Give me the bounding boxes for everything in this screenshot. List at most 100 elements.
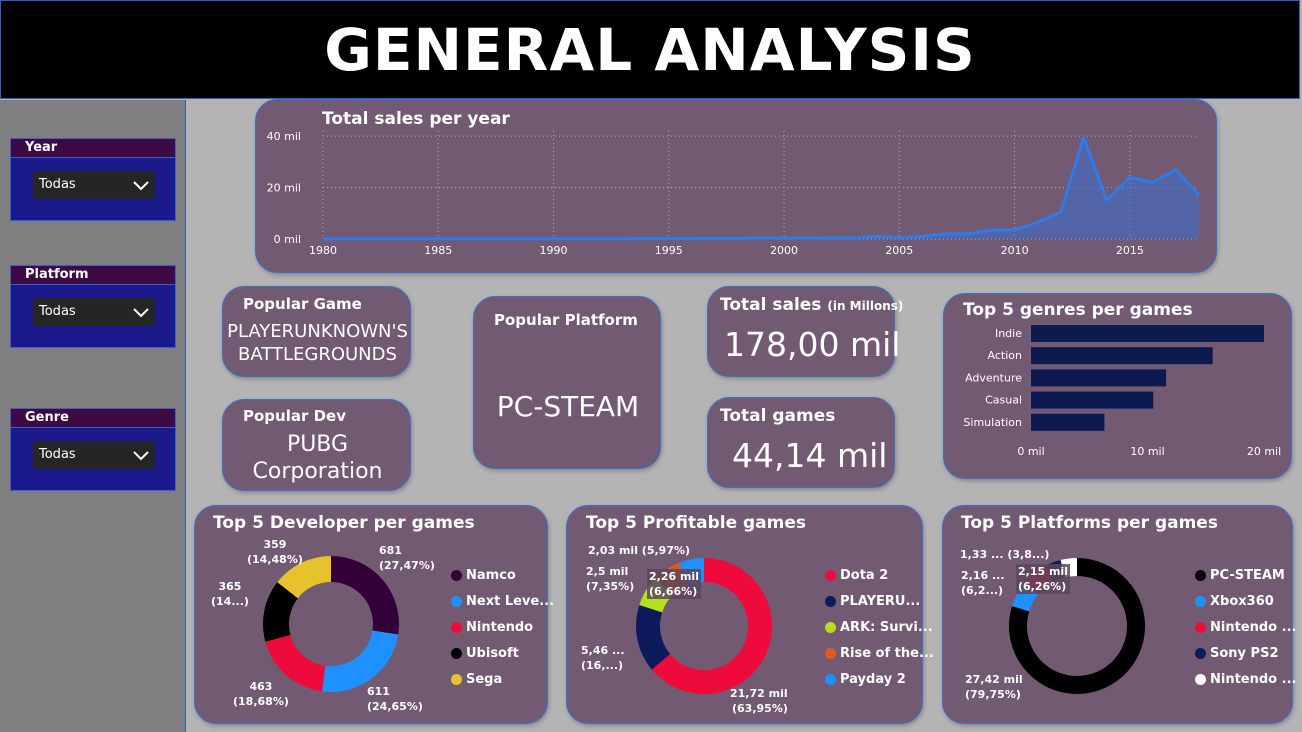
chevron-down-icon	[133, 298, 149, 326]
prof-label-pubg: 5,46 ... (16,...)	[581, 644, 625, 672]
plat-label-ps2: 1,33 ... (3,8...)	[960, 548, 1050, 561]
popular-dev-value-line2: Corporation	[252, 459, 383, 484]
donut-slice	[321, 630, 399, 692]
plat-label-nintendo: 2,15 mil (6,26%)	[1016, 564, 1070, 594]
legend-item[interactable]: Namco	[451, 562, 554, 588]
legend-item[interactable]: Payday 2	[825, 666, 934, 692]
donut-slice	[265, 634, 326, 692]
page-header: GENERAL ANALYSIS	[0, 0, 1300, 99]
donut-slice	[636, 604, 671, 670]
total-sales-card: Total sales (in Millons) 178,00 mil	[707, 286, 903, 377]
legend-item[interactable]: Nintendo ...	[1195, 666, 1296, 692]
genre-bar	[1031, 347, 1213, 365]
genre-slicer-label: Genre	[11, 409, 175, 428]
platform-slicer: Platform Todas	[10, 265, 176, 348]
y-tick-label: 0 mil	[274, 233, 301, 246]
x-tick-label: 0 mil	[1017, 445, 1044, 458]
popular-dev-card: Popular Dev PUBG Corporation	[222, 399, 411, 491]
legend-item[interactable]: Rise of the...	[825, 640, 934, 666]
top-profitable-card: Top 5 Profitable games 21,72 mil (63,95%)…	[566, 505, 934, 724]
legend-item[interactable]: Xbox360	[1195, 588, 1296, 614]
top-developer-card: Top 5 Developer per games 681 (27,47%) 61…	[194, 505, 554, 724]
legend-item[interactable]: Ubisoft	[451, 640, 554, 666]
genre-category-label: Casual	[985, 394, 1022, 407]
plat-label-xbox: 2,16 ... (6,2...)	[961, 569, 1005, 597]
platform-dropdown[interactable]: Todas	[33, 298, 155, 326]
total-games-value: 44,14 mil	[732, 436, 888, 475]
genre-bar	[1031, 325, 1264, 342]
top-genres-chart: Indie Action Adventure Casual Simulation 0 mi…	[963, 325, 1281, 458]
plat-label-steam: 27,42 mil (79,75%)	[965, 673, 1023, 701]
genre-bar	[1031, 391, 1154, 409]
dev-label-nextlevel: 611 (24,65%)	[367, 685, 423, 713]
donut-slice	[651, 558, 772, 694]
chevron-down-icon	[133, 171, 149, 199]
genre-dropdown-value: Todas	[39, 447, 76, 462]
dev-label-sega: 359 (14,48%)	[247, 538, 303, 566]
genre-dropdown[interactable]: Todas	[33, 441, 155, 469]
total-sales-label: Total sales	[720, 295, 822, 315]
popular-game-value: PLAYERUNKNOWN'S BATTLEGROUNDS	[223, 320, 412, 366]
year-dropdown[interactable]: Todas	[33, 171, 155, 199]
x-tick-label: 2005	[885, 244, 913, 257]
genre-bar	[1031, 413, 1105, 431]
top-genres-title: Top 5 genres per games	[963, 300, 1193, 320]
top-developer-legend: Namco Next Leve... Nintendo Ubisoft Sega	[451, 562, 554, 692]
genre-category-label: Simulation	[963, 416, 1022, 429]
top-platforms-legend: PC-STEAM Xbox360 Nintendo ... Sony PS2 N…	[1195, 562, 1296, 692]
genre-bar	[1031, 369, 1167, 387]
legend-item[interactable]: Sony PS2	[1195, 640, 1296, 666]
top-developer-title: Top 5 Developer per games	[213, 513, 475, 533]
legend-item[interactable]: PC-STEAM	[1195, 562, 1296, 588]
platform-slicer-label: Platform	[11, 266, 175, 285]
donut-slice	[263, 582, 298, 642]
legend-item[interactable]: Nintendo	[451, 614, 554, 640]
chevron-down-icon	[133, 441, 149, 469]
popular-game-value-line2: BATTLEGROUNDS	[238, 344, 397, 365]
prof-label-rise: 2,26 mil (6,66%)	[647, 569, 701, 599]
legend-item[interactable]: PLAYERU...	[825, 588, 934, 614]
genre-category-label: Action	[988, 349, 1022, 362]
legend-item[interactable]: ARK: Survi...	[825, 614, 934, 640]
donut-slice	[277, 556, 331, 599]
popular-platform-label: Popular Platform	[494, 311, 638, 329]
legend-item[interactable]: Sega	[451, 666, 554, 692]
top-platforms-card: Top 5 Platforms per games 27,42 mil (79,7…	[942, 505, 1296, 724]
popular-platform-card: Popular Platform PC-STEAM	[473, 296, 661, 469]
total-games-card: Total games 44,14 mil	[707, 397, 895, 488]
popular-game-value-line1: PLAYERUNKNOWN'S	[227, 321, 408, 342]
x-tick-label: 20 mil	[1247, 445, 1281, 458]
dev-label-ubisoft: 365 (14...)	[211, 580, 249, 608]
legend-item[interactable]: Nintendo ...	[1195, 614, 1296, 640]
sales-series-line	[323, 135, 1201, 241]
year-slicer-label: Year	[11, 139, 175, 158]
top-profitable-legend: Dota 2 PLAYERU... ARK: Survi... Rise of …	[825, 562, 934, 692]
popular-dev-value: PUBG Corporation	[223, 431, 412, 485]
y-tick-label: 40 mil	[267, 130, 301, 143]
popular-platform-value: PC-STEAM	[496, 390, 640, 423]
year-dropdown-value: Todas	[39, 177, 76, 192]
total-games-label: Total games	[720, 406, 836, 426]
x-tick-label: 1995	[655, 244, 683, 257]
total-sales-label-wrap: Total sales (in Millons)	[720, 295, 903, 315]
x-tick-label: 2015	[1116, 244, 1144, 257]
genre-category-label: Adventure	[965, 371, 1022, 384]
page-title: GENERAL ANALYSIS	[324, 15, 976, 84]
genre-category-label: Indie	[995, 327, 1022, 340]
legend-item[interactable]: Dota 2	[825, 562, 934, 588]
top-platforms-title: Top 5 Platforms per games	[961, 513, 1218, 533]
x-tick-label: 1980	[309, 244, 337, 257]
dev-label-namco: 681 (27,47%)	[379, 544, 435, 572]
total-sales-unit: (in Millons)	[827, 299, 904, 313]
top-profitable-title: Top 5 Profitable games	[586, 513, 807, 533]
dev-label-nintendo: 463 (18,68%)	[233, 680, 289, 708]
x-tick-label: 10 mil	[1130, 445, 1164, 458]
sales-per-year-chart: 0 mil 20 mil 40 mil 1980 1985 1990 1995 2000 200…	[267, 130, 1201, 257]
legend-item[interactable]: Next Leve...	[451, 588, 554, 614]
sales-per-year-card: Total sales per year 0 mil 20 mil 40 mil 19…	[255, 99, 1217, 273]
x-tick-label: 1985	[424, 244, 452, 257]
donut-slice	[331, 556, 399, 635]
total-sales-value: 178,00 mil	[724, 325, 901, 364]
prof-label-dota2: 21,72 mil (63,95%)	[730, 687, 788, 715]
prof-label-payday: 2,03 mil (5,97%)	[588, 544, 691, 557]
